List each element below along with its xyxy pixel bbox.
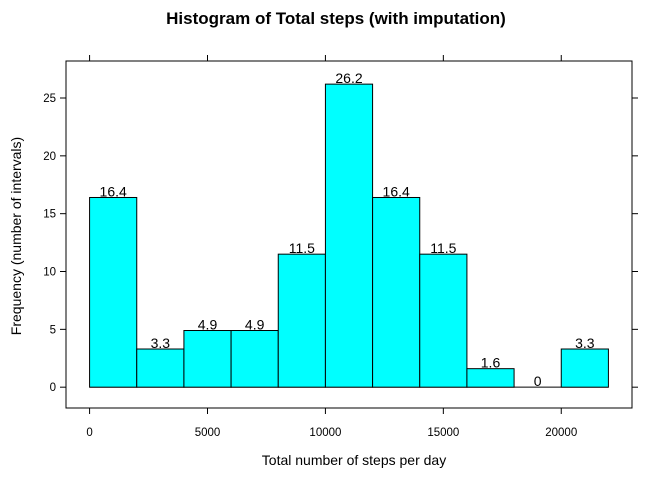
y-tick-label: 15 (43, 209, 56, 221)
x-tick-label: 15000 (427, 427, 459, 439)
y-tick-label: 20 (43, 151, 56, 163)
bar-value-label: 4.9 (198, 317, 218, 333)
chart-title: Histogram of Total steps (with imputatio… (166, 9, 506, 28)
bars-group (89, 83, 609, 388)
y-tick-label: 0 (50, 382, 56, 394)
plot-frame (65, 60, 633, 409)
x-axis-title: Total number of steps per day (262, 452, 446, 468)
data-labels-group: 16.4 3.3 4.9 4.9 11.5 26.2 16.4 11.5 1.6 0 3.3 (100, 70, 595, 389)
histogram-bar (183, 330, 232, 388)
bar-value-label: 3.3 (575, 335, 595, 351)
bar-value-label: 4.9 (245, 317, 265, 333)
x-tick-label: 20000 (545, 427, 577, 439)
histogram-bar (230, 330, 279, 388)
x-tick-label: 5000 (195, 427, 221, 439)
x-tick-label: 10000 (309, 427, 341, 439)
y-tick-label: 10 (43, 267, 56, 279)
y-tick-label: 25 (43, 93, 56, 105)
bar-value-label: 1.6 (481, 355, 501, 371)
histogram-bar (136, 348, 185, 388)
histogram-bar (324, 83, 374, 388)
histogram-bar (419, 253, 468, 388)
y-tick-label: 5 (50, 324, 56, 336)
bar-value-label: 11.5 (289, 240, 315, 256)
histogram-bar (560, 348, 609, 388)
bar-value-label: 11.5 (430, 240, 456, 256)
y-axis-title: Frequency (number of intervals) (8, 137, 24, 335)
histogram-bar (372, 196, 421, 388)
bar-value-label: 26.2 (335, 70, 362, 86)
histogram-bar (466, 368, 515, 388)
histogram-bar (89, 196, 138, 388)
bar-value-label: 3.3 (151, 335, 171, 351)
histogram-bar (277, 253, 326, 388)
bar-value-label: 0 (534, 373, 542, 389)
axis-ticks-group: 0 5000 10000 15000 20000 0 5 10 15 20 25 (43, 55, 638, 439)
x-tick-label: 0 (86, 427, 92, 439)
bar-value-label: 16.4 (383, 183, 410, 199)
bar-value-label: 16.4 (100, 183, 127, 199)
